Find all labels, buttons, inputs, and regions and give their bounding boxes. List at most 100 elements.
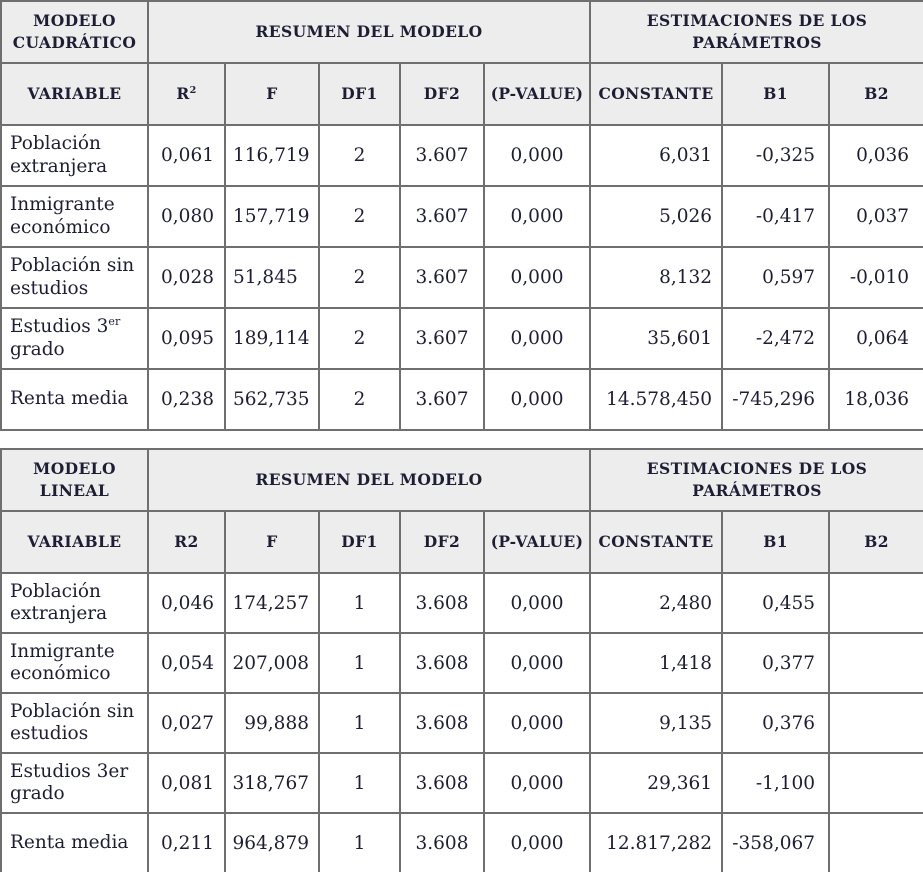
- r2-value-cell: 0,080: [147, 185, 226, 248]
- b2-value-cell: 0,064: [828, 307, 923, 370]
- df2-value-cell: 3.607: [399, 124, 485, 187]
- table-row: Población extranjera 0,061 116,719 2 3.6…: [0, 124, 923, 187]
- b2-value-cell: 0,037: [828, 185, 923, 248]
- estimaciones-line2: PARÁMETROS: [692, 33, 822, 52]
- b2-value-cell: [828, 572, 923, 634]
- variable-text: Renta media: [10, 388, 129, 410]
- table-row: Renta media 0,238 562,735 2 3.607 0,000 …: [0, 368, 923, 431]
- estimaciones-header-cell: ESTIMACIONES DE LOS PARÁMETROS: [589, 448, 923, 512]
- variable-text: Población extranjera: [10, 580, 108, 624]
- df2-value-cell: 3.608: [399, 632, 485, 694]
- r2-value-cell: 0,238: [147, 368, 226, 431]
- pvalue-value-cell: 0,000: [482, 692, 592, 754]
- b2-value-cell: 0,036: [828, 124, 923, 187]
- r2-value-cell: 0,027: [147, 692, 226, 754]
- estimaciones-header-cell: ESTIMACIONES DE LOS PARÁMETROS: [589, 0, 923, 64]
- b2-column-header: B2: [828, 62, 923, 126]
- constante-value-cell: 6,031: [589, 124, 724, 187]
- b1-value-cell: -358,067: [721, 812, 831, 872]
- band-header-row: MODELO LINEAL RESUMEN DEL MODELO ESTIMAC…: [0, 448, 923, 512]
- table-row: Población sin estudios 0,027 99,888 1 3.…: [0, 692, 923, 754]
- variable-text: Población sin estudios: [10, 700, 135, 744]
- df2-value-cell: 3.608: [399, 692, 485, 754]
- band-header-row: MODELO CUADRÁTICO RESUMEN DEL MODELO EST…: [0, 0, 923, 64]
- r2-value-cell: 0,028: [147, 246, 226, 309]
- variable-text: Estudios 3er grado: [10, 760, 129, 804]
- pvalue-value-cell: 0,000: [482, 124, 592, 187]
- constante-value-cell: 14.578,450: [589, 368, 724, 431]
- variable-text: Estudios 3: [10, 316, 109, 338]
- r2-value-cell: 0,211: [147, 812, 226, 872]
- modelo-cuadratico-table: MODELO CUADRÁTICO RESUMEN DEL MODELO EST…: [0, 0, 923, 431]
- df1-value-cell: 2: [318, 246, 401, 309]
- b1-value-cell: -1,100: [721, 752, 831, 814]
- table-row: Población sin estudios 0,028 51,845 2 3.…: [0, 246, 923, 309]
- b2-value-cell: 18,036: [828, 368, 923, 431]
- column-header-row: VARIABLE R2 F DF1 DF2 (P-VALUE) CONSTANT…: [0, 510, 923, 574]
- b1-value-cell: -0,325: [721, 124, 831, 187]
- df1-value-cell: 1: [318, 752, 401, 814]
- b1-column-header: B1: [721, 510, 831, 574]
- df1-value-cell: 2: [318, 368, 401, 431]
- variable-cell: Estudios 3er grado: [0, 307, 149, 370]
- constante-value-cell: 2,480: [589, 572, 724, 634]
- r2-value-cell: 0,054: [147, 632, 226, 694]
- df2-value-cell: 3.608: [399, 572, 485, 634]
- estimaciones-line1: ESTIMACIONES DE LOS: [646, 458, 868, 478]
- b1-value-cell: -2,472: [721, 307, 831, 370]
- table-row: Población extranjera 0,046 174,257 1 3.6…: [0, 572, 923, 634]
- df1-value-cell: 1: [318, 632, 401, 694]
- variable-cell: Inmigrante económico: [0, 632, 149, 694]
- variable-text: Población sin estudios: [10, 255, 135, 299]
- df2-column-header: DF2: [399, 510, 485, 574]
- b1-column-header: B1: [721, 62, 831, 126]
- f-value-cell: 964,879: [224, 812, 320, 872]
- f-value-cell: 318,767: [224, 752, 320, 814]
- table-body: Población extranjera 0,046 174,257 1 3.6…: [0, 572, 923, 872]
- constante-value-cell: 9,135: [589, 692, 724, 754]
- r2-value-cell: 0,061: [147, 124, 226, 187]
- table-body: Población extranjera 0,061 116,719 2 3.6…: [0, 124, 923, 431]
- model-title-line2: CUADRÁTICO: [12, 33, 137, 52]
- pvalue-value-cell: 0,000: [482, 752, 592, 814]
- variable-column-header: VARIABLE: [0, 62, 149, 126]
- resumen-header-cell: RESUMEN DEL MODELO: [146, 448, 592, 512]
- b2-value-cell: [828, 752, 923, 814]
- constante-value-cell: 29,361: [589, 752, 724, 814]
- resumen-header-cell: RESUMEN DEL MODELO: [146, 0, 592, 64]
- f-column-header: F: [224, 62, 320, 126]
- table-row: Inmigrante económico 0,080 157,719 2 3.6…: [0, 185, 923, 248]
- variable-superscript: er: [108, 315, 121, 329]
- table-row: Renta media 0,211 964,879 1 3.608 0,000 …: [0, 812, 923, 872]
- constante-value-cell: 35,601: [589, 307, 724, 370]
- df1-value-cell: 1: [318, 692, 401, 754]
- modelo-lineal-table: MODELO LINEAL RESUMEN DEL MODELO ESTIMAC…: [0, 448, 923, 872]
- pvalue-value-cell: 0,000: [482, 185, 592, 248]
- table-row: Inmigrante económico 0,054 207,008 1 3.6…: [0, 632, 923, 694]
- table-row: Estudios 3er grado 0,095 189,114 2 3.607…: [0, 307, 923, 370]
- df1-column-header: DF1: [318, 62, 401, 126]
- df2-column-header: DF2: [399, 62, 485, 126]
- b1-value-cell: 0,455: [721, 572, 831, 634]
- r2-value-cell: 0,095: [147, 307, 226, 370]
- f-value-cell: 207,008: [224, 632, 320, 694]
- df2-value-cell: 3.607: [399, 246, 485, 309]
- df1-column-header: DF1: [318, 510, 401, 574]
- df1-value-cell: 2: [318, 307, 401, 370]
- variable-cell: Población sin estudios: [0, 692, 149, 754]
- constante-column-header: CONSTANTE: [589, 62, 724, 126]
- b1-value-cell: -0,417: [721, 185, 831, 248]
- r2-value-cell: 0,081: [147, 752, 226, 814]
- pvalue-value-cell: 0,000: [482, 307, 592, 370]
- variable-text: Renta media: [10, 831, 129, 853]
- df1-value-cell: 2: [318, 185, 401, 248]
- pvalue-value-cell: 0,000: [482, 368, 592, 431]
- df1-value-cell: 1: [318, 572, 401, 634]
- constante-column-header: CONSTANTE: [589, 510, 724, 574]
- f-value-cell: 189,114: [224, 307, 320, 370]
- pvalue-value-cell: 0,000: [482, 812, 592, 872]
- df1-value-cell: 2: [318, 124, 401, 187]
- model-title-cell: MODELO LINEAL: [0, 448, 149, 512]
- r2-column-header: R2: [147, 62, 226, 126]
